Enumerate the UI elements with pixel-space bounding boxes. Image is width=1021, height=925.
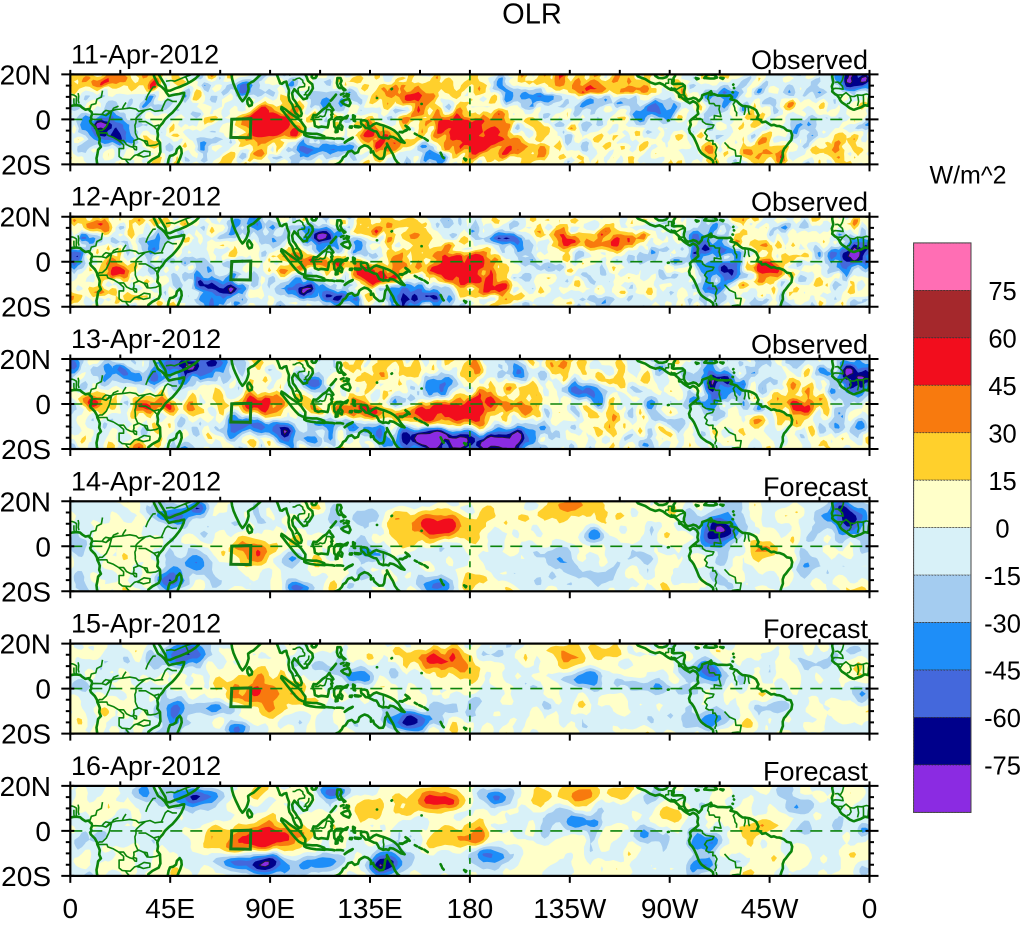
svg-text:-30: -30 [984,610,1021,638]
svg-text:OLR: OLR [502,0,562,31]
svg-text:-75: -75 [984,753,1021,781]
svg-text:180: 180 [447,893,494,920]
svg-text:0: 0 [35,531,51,562]
svg-text:20S: 20S [1,576,51,607]
svg-text:20S: 20S [1,861,51,892]
svg-text:0: 0 [35,816,51,847]
svg-text:20S: 20S [1,292,51,323]
svg-text:20S: 20S [1,434,51,465]
svg-text:0: 0 [35,104,51,135]
svg-text:90E: 90E [245,893,295,920]
svg-text:-45: -45 [984,658,1021,686]
svg-text:0: 0 [35,389,51,420]
svg-text:Observed: Observed [751,187,868,217]
svg-text:0: 0 [995,515,1009,543]
svg-text:20N: 20N [0,486,51,517]
svg-text:60: 60 [988,326,1016,354]
svg-text:16-Apr-2012: 16-Apr-2012 [71,751,221,781]
svg-text:20N: 20N [0,344,51,375]
svg-text:0: 0 [862,893,878,920]
svg-text:Observed: Observed [751,45,868,75]
svg-text:Forecast: Forecast [763,756,869,786]
svg-text:0: 0 [63,893,79,920]
svg-text:15-Apr-2012: 15-Apr-2012 [71,609,221,639]
svg-text:Forecast: Forecast [763,614,869,644]
svg-text:11-Apr-2012: 11-Apr-2012 [71,39,219,69]
svg-text:15: 15 [988,468,1016,496]
svg-text:20S: 20S [1,719,51,750]
svg-text:W/m^2: W/m^2 [929,162,1006,190]
svg-text:45E: 45E [145,893,195,920]
svg-text:-15: -15 [984,563,1021,591]
svg-text:20N: 20N [0,771,51,802]
svg-text:20N: 20N [0,629,51,660]
svg-text:90W: 90W [641,893,699,920]
svg-text:20N: 20N [0,59,51,90]
svg-text:0: 0 [35,674,51,705]
svg-text:13-Apr-2012: 13-Apr-2012 [71,324,221,354]
svg-text:0: 0 [35,247,51,278]
svg-text:75: 75 [988,278,1016,306]
svg-text:12-Apr-2012: 12-Apr-2012 [71,182,221,212]
svg-text:Forecast: Forecast [763,472,869,502]
svg-text:135W: 135W [533,893,607,920]
svg-text:Observed: Observed [751,330,868,360]
svg-text:45W: 45W [741,893,799,920]
svg-text:30: 30 [988,420,1016,448]
svg-text:14-Apr-2012: 14-Apr-2012 [71,466,221,496]
svg-text:45: 45 [988,373,1016,401]
svg-text:20S: 20S [1,149,51,180]
svg-text:20N: 20N [0,202,51,233]
svg-text:-60: -60 [984,705,1021,733]
svg-text:135E: 135E [337,893,402,920]
